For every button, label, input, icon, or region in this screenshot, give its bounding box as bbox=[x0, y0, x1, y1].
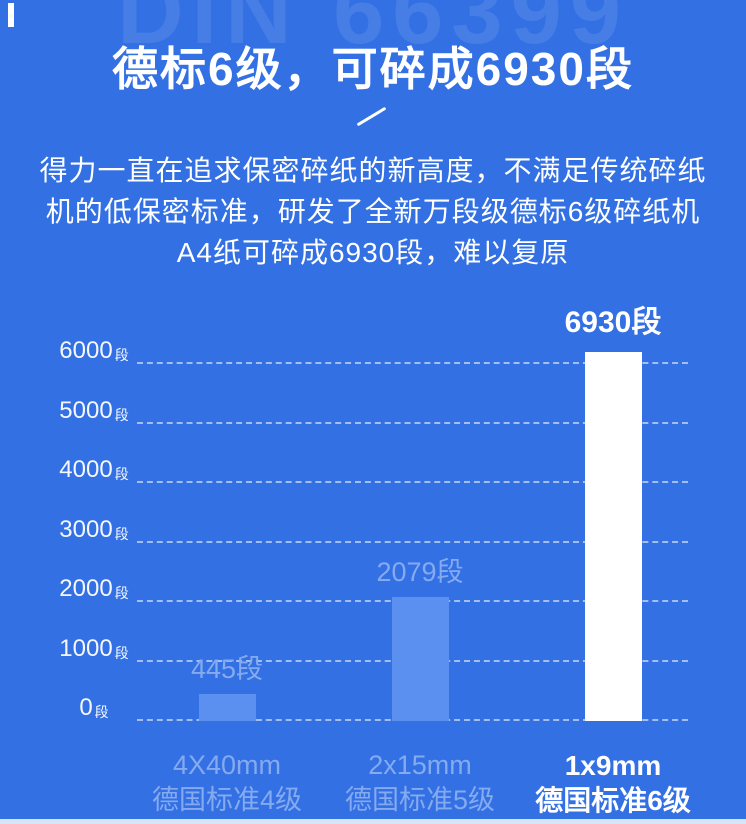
gridline bbox=[137, 422, 688, 424]
y-tick-number: 1000 bbox=[59, 635, 113, 662]
y-tick-unit: 段 bbox=[114, 347, 129, 363]
category-size: 1x9mm bbox=[564, 750, 662, 781]
gridline bbox=[137, 481, 688, 483]
bar-value-label: 6930段 bbox=[564, 306, 662, 339]
bar bbox=[199, 694, 256, 721]
category-standard: 德国标准6级 bbox=[535, 785, 691, 816]
category-size: 2x15mm bbox=[368, 750, 472, 780]
y-tick-number: 0 bbox=[79, 694, 93, 721]
description-text: 得力一直在追求保密碎纸的新高度，不满足传统碎纸 机的低保密标准，研发了全新万段级… bbox=[39, 155, 707, 268]
page-title: 德标6级，可碎成6930段 bbox=[112, 43, 634, 95]
y-tick-unit: 段 bbox=[114, 466, 129, 482]
y-tick-unit: 段 bbox=[114, 645, 129, 661]
category-label: 1x9mm 德国标准6级 bbox=[498, 748, 728, 818]
y-axis-tick-label: 6000 段 bbox=[36, 330, 152, 364]
y-tick-number: 3000 bbox=[59, 516, 113, 543]
gridline bbox=[137, 362, 688, 364]
category-label: 2x15mm 德国标准5级 bbox=[305, 748, 535, 818]
y-axis-tick-label: 1000 段 bbox=[36, 628, 152, 662]
y-tick-unit: 段 bbox=[114, 407, 129, 423]
y-tick-unit: 段 bbox=[114, 526, 129, 542]
y-axis-tick-label: 3000 段 bbox=[36, 509, 152, 543]
bottom-strip bbox=[0, 819, 746, 824]
y-axis-tick-label: 2000 段 bbox=[36, 568, 152, 602]
category-label: 4X40mm 德国标准4级 bbox=[112, 748, 342, 818]
corner-mark bbox=[8, 3, 14, 27]
category-standard: 德国标准4级 bbox=[151, 785, 303, 815]
bar bbox=[585, 352, 642, 721]
y-tick-number: 4000 bbox=[59, 456, 113, 483]
y-tick-number: 2000 bbox=[59, 575, 113, 602]
category-size: 4X40mm bbox=[172, 750, 282, 780]
y-tick-unit: 段 bbox=[94, 704, 109, 720]
bar-value-label: 445段 bbox=[190, 654, 264, 684]
y-tick-unit: 段 bbox=[114, 585, 129, 601]
y-tick-number: 6000 bbox=[59, 337, 113, 364]
din-watermark-text: DIN 66399 bbox=[117, 0, 629, 63]
category-standard: 德国标准5级 bbox=[344, 785, 496, 815]
y-axis-tick-label: 4000 段 bbox=[36, 449, 152, 483]
y-tick-number: 5000 bbox=[59, 397, 113, 424]
y-axis-tick-label: 5000 段 bbox=[36, 390, 152, 424]
gridline bbox=[137, 541, 688, 543]
bar bbox=[392, 597, 449, 721]
bar-value-label: 2079段 bbox=[376, 557, 464, 587]
